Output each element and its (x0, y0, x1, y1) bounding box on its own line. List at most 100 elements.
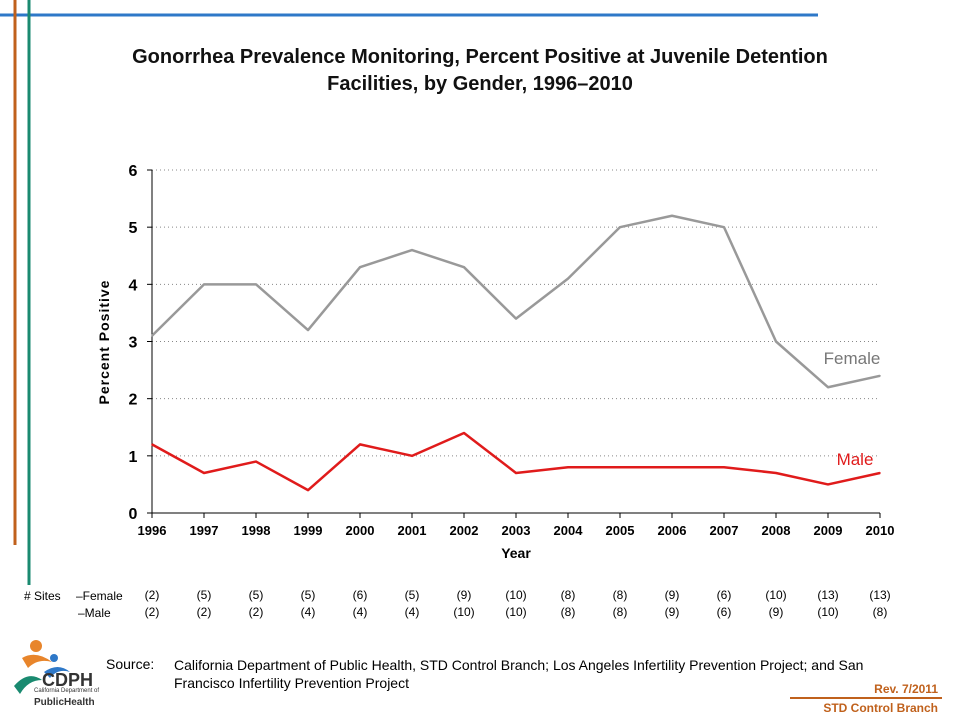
sites-count: (2) (196, 605, 212, 619)
data-point-male (879, 472, 881, 474)
data-point-female (411, 249, 413, 251)
x-tick-label: 2003 (502, 523, 531, 538)
sites-count: (6) (716, 588, 732, 602)
source-text: California Department of Public Health, … (174, 657, 864, 691)
y-axis-label: Percent Positive (96, 280, 112, 405)
sites-female-label: –Female (76, 589, 123, 603)
data-point-female (879, 375, 881, 377)
data-point-male (307, 489, 309, 491)
sites-count: (5) (404, 588, 420, 602)
data-point-female (775, 340, 777, 343)
x-tick-label: 2009 (814, 523, 843, 538)
y-tick-label: 4 (129, 277, 138, 294)
data-point-male (463, 432, 465, 434)
sites-count: (8) (872, 605, 888, 619)
sites-count: (9) (768, 605, 784, 619)
sites-label: # Sites (24, 589, 61, 603)
x-tick-label: 1998 (242, 523, 271, 538)
sites-count: (5) (300, 588, 316, 602)
sites-count: (10) (453, 605, 475, 619)
data-point-male (359, 443, 361, 446)
x-tick-label: 1997 (190, 523, 219, 538)
sites-count: (2) (248, 605, 264, 619)
x-tick-label: 1999 (294, 523, 323, 538)
data-point-male (411, 455, 413, 457)
x-tick-label: 2006 (658, 523, 687, 538)
legend-male-label: Male (837, 450, 874, 469)
grid-lines (152, 169, 880, 457)
data-point-female (359, 266, 361, 268)
data-point-female (619, 226, 621, 228)
x-tick-label: 1996 (138, 523, 167, 538)
legend-female-label: Female (824, 349, 881, 368)
sites-count: (8) (560, 588, 576, 602)
y-tick-label: 1 (129, 449, 138, 466)
x-tick-label: 2010 (866, 523, 895, 538)
data-point-male (827, 483, 829, 486)
sites-count: (6) (352, 588, 368, 602)
data-point-male (515, 472, 517, 474)
sites-count: (8) (560, 605, 576, 619)
data-point-female (515, 317, 517, 320)
sites-count: (4) (404, 605, 420, 619)
y-tick-label: 0 (129, 506, 138, 523)
data-point-male (203, 472, 205, 474)
sites-count: (4) (300, 605, 316, 619)
y-tick-labels: 0 1 2 3 4 5 6 (129, 163, 138, 523)
x-tick-label: 2002 (450, 523, 479, 538)
x-tick-label: 2001 (398, 523, 427, 538)
data-point-female (255, 283, 257, 286)
x-tick-label: 2000 (346, 523, 375, 538)
data-point-male (151, 443, 153, 446)
line-chart: 0 1 2 3 4 5 6 1996 1997 1998 1999 2000 2001 2002 2003… (96, 163, 895, 561)
y-tick-label: 2 (129, 392, 138, 409)
data-point-male (619, 466, 621, 469)
sites-count: (8) (612, 605, 628, 619)
sites-count: (10) (765, 588, 787, 602)
sites-count: (9) (456, 588, 472, 602)
logo-line2: PublicHealth (34, 697, 95, 708)
data-point-female (671, 214, 673, 217)
y-tick-label: 5 (129, 220, 138, 237)
sites-count: (10) (505, 605, 527, 619)
series-lines (151, 214, 881, 492)
source-label: Source: (106, 656, 155, 672)
sites-count: (10) (505, 588, 527, 602)
data-point-male (775, 472, 777, 474)
sites-count: (9) (664, 588, 680, 602)
sites-count: (9) (664, 605, 680, 619)
y-tick-label: 6 (129, 163, 138, 180)
x-axis-label: Year (501, 545, 531, 561)
data-point-male (671, 466, 673, 469)
branch-name: STD Control Branch (823, 701, 938, 715)
logo-line1: California Department of (34, 688, 100, 694)
sites-male-label: –Male (78, 606, 111, 620)
axes (147, 169, 881, 518)
sites-count: (5) (248, 588, 264, 602)
data-point-male (723, 466, 725, 469)
sites-count: (2) (144, 605, 160, 619)
x-tick-labels: 1996 1997 1998 1999 2000 2001 2002 2003 2004 2005… (138, 523, 895, 538)
data-point-female (307, 329, 309, 331)
sites-count: (5) (196, 588, 212, 602)
data-point-female (151, 334, 153, 337)
sites-count: (8) (612, 588, 628, 602)
revision-date: Rev. 7/2011 (874, 682, 938, 696)
sites-count: (13) (817, 588, 839, 602)
cdph-logo: CDPH (14, 640, 93, 694)
sites-female-row: (2) (5) (5) (5) (6) (5) (9) (10) (8) (8) (9) (6) (10… (0, 588, 960, 605)
sites-male-row: (2) (2) (2) (4) (4) (4) (10) (10) (8) (8) (9) (6) (9… (0, 605, 960, 622)
data-point-male (567, 466, 569, 469)
data-point-female (723, 226, 725, 228)
series-line-female (151, 214, 881, 389)
data-point-female (203, 283, 205, 286)
sites-count: (4) (352, 605, 368, 619)
x-tick-label: 2004 (554, 523, 584, 538)
data-point-male (255, 460, 257, 463)
data-point-female (463, 266, 465, 268)
sites-count: (2) (144, 588, 160, 602)
data-point-female (567, 277, 569, 280)
y-tick-label: 3 (129, 335, 138, 352)
sites-count: (13) (869, 588, 891, 602)
